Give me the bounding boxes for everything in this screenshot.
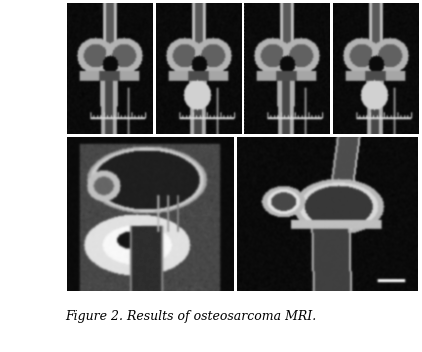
Text: Figure 2. Results of osteosarcoma MRI.: Figure 2. Results of osteosarcoma MRI.	[65, 310, 316, 322]
